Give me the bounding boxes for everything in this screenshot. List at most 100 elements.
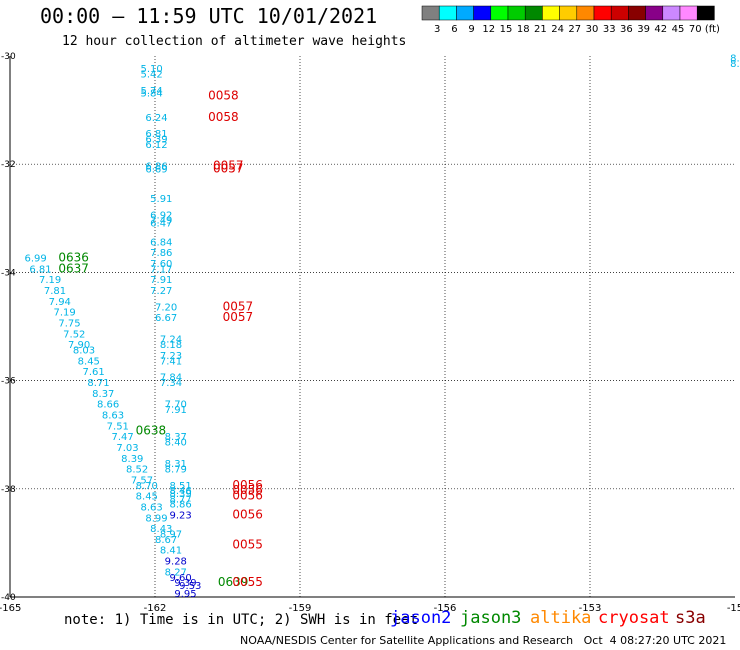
colorbar-label: 24	[551, 24, 564, 35]
data-point-label: 9.95	[174, 589, 196, 600]
y-tick-label: -40	[1, 593, 16, 603]
data-point-label: 5.42	[141, 70, 163, 81]
data-point-label: 6.99	[25, 254, 47, 265]
data-point-label: 7.91	[165, 405, 187, 416]
data-point-label: 7.52	[63, 329, 85, 340]
data-point-label: 9.53	[179, 581, 201, 592]
data-point-label: 6.81	[145, 129, 167, 140]
data-point-label: 6.24	[145, 113, 167, 124]
data-point-label: 0638	[136, 424, 167, 438]
data-point-label: 0057	[213, 161, 244, 175]
legend-cryosat: cryosat	[598, 608, 670, 628]
data-point-label: 0057	[213, 159, 244, 173]
data-point-label: 7.19	[54, 308, 76, 319]
data-point-label: 7.75	[58, 319, 80, 330]
data-point-label: 8.66	[97, 400, 119, 411]
data-point-label: 8.37	[92, 389, 114, 400]
footer-note: note: 1) Time is in UTC; 2) SWH is in fe…	[64, 612, 419, 628]
colorbar-label: 42	[654, 24, 667, 35]
data-point-label: 7.90	[68, 340, 90, 351]
x-tick-label: -165	[0, 603, 21, 614]
colorbar-label: 36	[620, 24, 633, 35]
data-point-label: 8.70	[136, 481, 158, 492]
data-point-label: 7.81	[44, 286, 66, 297]
data-point-label: 0056	[232, 489, 263, 503]
data-point-label: 6.67	[155, 313, 177, 324]
x-tick-label: -159	[289, 603, 312, 614]
data-point-label: 8.52	[126, 465, 148, 476]
data-point-label: 8.99	[145, 513, 167, 524]
colorbar-label: 15	[500, 24, 513, 35]
data-point-label: 0057	[223, 299, 254, 313]
data-point-label: 6.81	[29, 264, 51, 275]
data-point-label: 8.27	[165, 567, 187, 578]
data-point-label: 8.39	[121, 454, 143, 465]
legend-jason3: jason3	[460, 608, 522, 628]
colorbar-label: 27	[568, 24, 581, 35]
data-point-label: 9.60	[170, 573, 192, 584]
data-point-label: 8.79	[165, 465, 187, 476]
data-point-label: 6.86	[145, 162, 167, 173]
data-point-label: 9.39	[174, 578, 196, 589]
data-point-label: 5.10	[141, 64, 163, 75]
data-point-label: 8.40	[165, 438, 187, 449]
data-point-label: 8.51	[170, 481, 192, 492]
data-point-label: 0057	[223, 310, 254, 324]
y-tick-label: -30	[1, 52, 16, 62]
colorbar-label: 12	[482, 24, 495, 35]
data-point-label: 0636	[58, 251, 89, 265]
data-point-label: 7.24	[160, 335, 182, 346]
data-point-label: 6.69	[145, 164, 167, 175]
y-tick-label: -38	[1, 485, 16, 495]
colorbar-label: 9	[468, 24, 474, 35]
data-point-label: 5.84	[141, 89, 163, 100]
data-point-label: 7.86	[150, 248, 172, 259]
colorbar-label: 3	[434, 24, 440, 35]
colorbar-label: 45	[672, 24, 685, 35]
data-point-label: 7.19	[39, 275, 61, 286]
data-point-label: 7.41	[160, 356, 182, 367]
y-tick-label: -36	[1, 377, 16, 387]
data-point-label: 0637	[58, 261, 89, 275]
y-tick-label: -34	[1, 268, 16, 278]
x-tick-label: -15	[727, 603, 740, 614]
data-point-label: 6.92	[150, 210, 172, 221]
footer-credit: NOAA/NESDIS Center for Satellite Applica…	[240, 634, 727, 647]
data-point-label: 7.03	[116, 443, 138, 454]
data-point-label: 7.23	[160, 351, 182, 362]
data-point-label: 8.63	[102, 410, 124, 421]
data-point-label: 8.97	[160, 529, 182, 540]
colorbar-label: 18	[517, 24, 530, 35]
data-point-label: 5.74	[141, 86, 163, 97]
data-point-label: 8.43	[150, 524, 172, 535]
colorbar-label: 33	[603, 24, 616, 35]
data-point-label: 7.61	[83, 367, 105, 378]
data-point-label: 7.17	[150, 264, 172, 275]
data-point-label: 7.94	[49, 297, 71, 308]
color-scale-bar: 3 6 9 12 15 18 21 24 27 30 33 36 39 42 45 70 (ft)	[421, 5, 720, 35]
data-point-label: 8.	[730, 53, 740, 64]
data-point-label: 0058	[208, 88, 239, 102]
y-tick-label: -32	[1, 160, 16, 170]
data-point-label: 7.70	[165, 400, 187, 411]
data-point-label: 7.84	[160, 373, 182, 384]
data-point-label: 8.45	[136, 492, 158, 503]
x-tick-label: -153	[579, 603, 602, 614]
data-point-label: 6.39	[145, 135, 167, 146]
chart-subtitle: 12 hour collection of altimeter wave hei…	[62, 34, 407, 49]
data-point-label: 7.57	[131, 475, 153, 486]
data-point-label: 6.84	[150, 237, 172, 248]
data-point-label: 0055	[232, 575, 263, 589]
chart-title: 00:00 – 11:59 UTC 10/01/2021	[40, 4, 378, 28]
data-point-label: 7.27	[150, 286, 172, 297]
data-point-label: 8.39	[170, 489, 192, 500]
data-point-label: 8.67	[155, 535, 177, 546]
data-point-label: 7.49	[150, 216, 172, 227]
legend-jason2: jason2	[390, 608, 452, 628]
data-point-label: 0058	[208, 110, 239, 124]
colorbar-label: 6	[451, 24, 457, 35]
data-point-label: 6.47	[150, 218, 172, 229]
data-point-label: 8.41	[160, 546, 182, 557]
data-point-label: 7.34	[160, 378, 182, 389]
